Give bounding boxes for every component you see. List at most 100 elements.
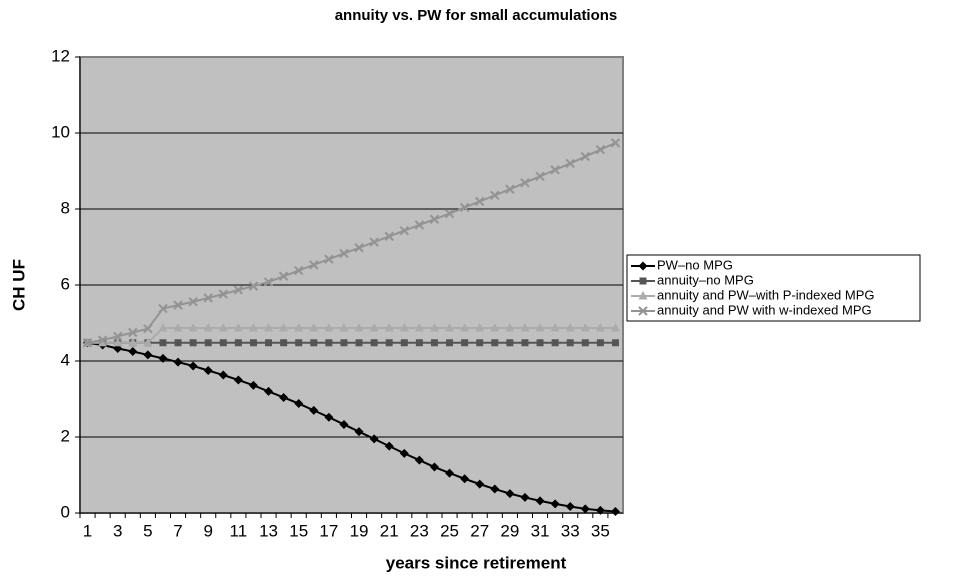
marker — [159, 339, 167, 347]
marker — [565, 502, 575, 512]
marker — [385, 339, 393, 347]
marker — [415, 339, 423, 347]
marker — [520, 178, 530, 188]
marker — [113, 337, 123, 347]
marker — [475, 479, 485, 489]
marker — [128, 327, 138, 338]
marker — [309, 260, 319, 270]
legend-text: annuity and PW–with P-indexed MPG — [657, 287, 875, 302]
x-tick-label: 23 — [410, 521, 429, 540]
marker — [638, 261, 648, 271]
marker — [128, 337, 138, 347]
marker — [565, 322, 575, 332]
marker — [188, 297, 198, 307]
marker — [248, 281, 259, 291]
marker — [580, 322, 590, 332]
x-tick-label: 3 — [113, 521, 122, 540]
x-tick-label: 9 — [203, 521, 212, 540]
marker — [278, 271, 289, 281]
marker — [596, 339, 604, 347]
marker — [143, 350, 153, 360]
marker — [324, 254, 334, 264]
marker — [174, 339, 182, 347]
marker — [233, 285, 244, 295]
marker — [595, 322, 605, 332]
marker — [520, 492, 530, 502]
marker — [445, 322, 455, 332]
marker — [399, 225, 409, 236]
marker — [280, 339, 288, 347]
marker — [203, 293, 213, 303]
marker — [491, 339, 499, 347]
x-tick-label: 7 — [173, 521, 182, 540]
marker — [188, 322, 198, 332]
marker — [143, 337, 153, 347]
marker — [535, 322, 545, 332]
x-tick-label: 21 — [380, 521, 399, 540]
x-tick-label: 25 — [440, 521, 459, 540]
marker — [430, 339, 438, 347]
x-tick-label: 31 — [531, 521, 550, 540]
marker — [595, 505, 605, 515]
marker — [219, 339, 227, 347]
marker — [218, 370, 228, 380]
x-tick-label: 19 — [350, 521, 369, 540]
marker — [279, 392, 289, 402]
marker — [188, 361, 198, 371]
marker — [476, 339, 484, 347]
marker — [490, 190, 500, 201]
marker — [506, 339, 514, 347]
marker — [339, 322, 349, 332]
marker — [339, 419, 349, 429]
marker — [248, 380, 258, 390]
marker — [233, 322, 243, 332]
legend-text: annuity and PW with w-indexed MPG — [657, 302, 872, 317]
x-tick-label: 15 — [289, 521, 308, 540]
marker — [203, 366, 213, 375]
marker — [113, 331, 123, 342]
marker — [399, 448, 409, 458]
marker — [581, 339, 589, 347]
y-tick-label: 10 — [51, 122, 70, 141]
marker — [475, 196, 485, 207]
marker — [638, 291, 648, 300]
marker — [610, 138, 621, 148]
marker — [429, 214, 440, 224]
marker — [97, 335, 108, 345]
marker — [444, 208, 455, 219]
marker — [309, 405, 319, 415]
marker — [446, 339, 454, 347]
marker — [325, 339, 333, 347]
y-tick-label: 12 — [51, 46, 70, 65]
marker — [445, 468, 455, 478]
marker — [234, 339, 242, 347]
marker — [475, 322, 485, 332]
marker — [203, 322, 213, 332]
marker — [505, 489, 515, 499]
marker — [490, 484, 500, 494]
marker — [173, 322, 183, 332]
marker — [354, 322, 364, 332]
marker — [204, 339, 212, 347]
marker — [369, 434, 379, 444]
marker — [414, 220, 425, 230]
marker — [384, 322, 394, 332]
marker — [429, 462, 439, 472]
marker — [520, 322, 530, 332]
marker — [490, 322, 500, 332]
marker — [610, 322, 620, 332]
x-tick-label: 35 — [591, 521, 610, 540]
marker — [263, 277, 274, 287]
marker — [354, 243, 364, 253]
y-tick-label: 6 — [61, 274, 70, 293]
marker — [414, 455, 424, 465]
marker — [264, 322, 274, 332]
marker — [340, 339, 348, 347]
marker — [249, 339, 257, 347]
marker — [218, 322, 228, 332]
marker — [158, 353, 168, 363]
marker — [550, 165, 560, 175]
marker — [580, 151, 590, 162]
marker — [218, 289, 228, 299]
